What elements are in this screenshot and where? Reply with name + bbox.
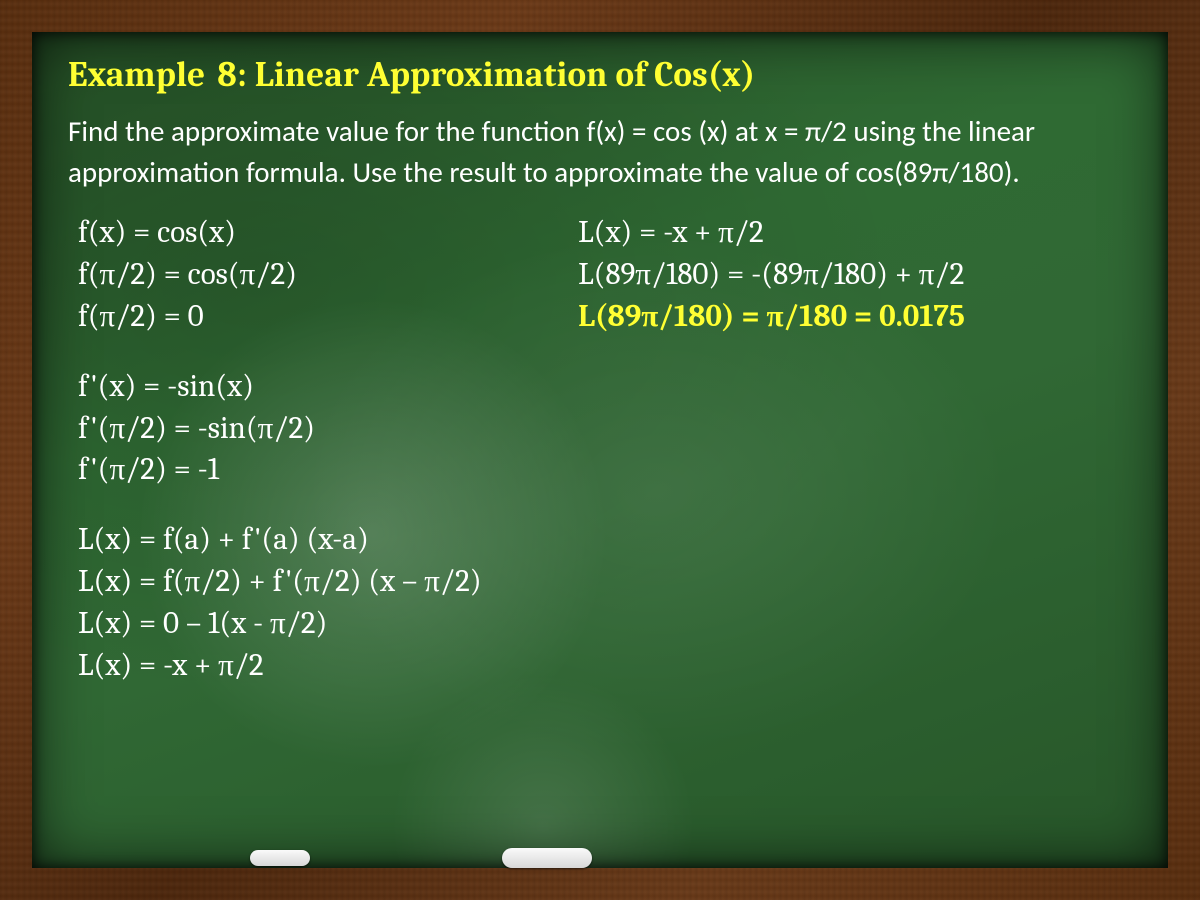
title-rest: 8: Linear Approximation of Cos(x) — [209, 54, 755, 95]
chalkboard-surface: Example 8: Linear Approximation of Cos(x… — [32, 32, 1168, 868]
wooden-frame: Example 8: Linear Approximation of Cos(x… — [0, 0, 1200, 900]
f-prime-block: f'(x) = -sin(x) f'(π/2) = -sin(π/2) f'(π… — [78, 366, 578, 492]
title-prefix: Example — [68, 54, 205, 95]
math-line: L(x) = -x + π/2 — [78, 645, 578, 687]
math-line: f(π/2) = 0 — [78, 296, 578, 338]
math-line: f(x) = cos(x) — [78, 212, 578, 254]
f-eval-block: f(x) = cos(x) f(π/2) = cos(π/2) f(π/2) =… — [78, 212, 578, 338]
left-column: f(x) = cos(x) f(π/2) = cos(π/2) f(π/2) =… — [68, 212, 578, 686]
chalkboard-container: Example 8: Linear Approximation of Cos(x… — [0, 0, 1200, 900]
math-line: f'(x) = -sin(x) — [78, 366, 578, 408]
math-line: L(89π/180) = -(89π/180) + π/2 — [578, 254, 1132, 296]
evaluation-block: L(x) = -x + π/2 L(89π/180) = -(89π/180) … — [578, 212, 1132, 338]
math-line: L(x) = f(a) + f'(a) (x-a) — [78, 519, 578, 561]
chalk-piece — [502, 848, 592, 868]
problem-statement: Find the approximate value for the funct… — [68, 111, 1132, 192]
example-title: Example 8: Linear Approximation of Cos(x… — [68, 54, 1132, 95]
linearization-block: L(x) = f(a) + f'(a) (x-a) L(x) = f(π/2) … — [78, 519, 578, 686]
math-line: f'(π/2) = -1 — [78, 449, 578, 491]
math-line: f'(π/2) = -sin(π/2) — [78, 408, 578, 450]
chalk-piece — [250, 850, 310, 866]
right-column: L(x) = -x + π/2 L(89π/180) = -(89π/180) … — [578, 212, 1132, 338]
math-line: L(x) = -x + π/2 — [578, 212, 1132, 254]
math-line: L(x) = f(π/2) + f'(π/2) (x – π/2) — [78, 561, 578, 603]
final-answer: L(89π/180) = π/180 = 0.0175 — [578, 296, 1132, 338]
work-columns: f(x) = cos(x) f(π/2) = cos(π/2) f(π/2) =… — [68, 212, 1132, 686]
math-line: f(π/2) = cos(π/2) — [78, 254, 578, 296]
math-line: L(x) = 0 – 1(x - π/2) — [78, 603, 578, 645]
